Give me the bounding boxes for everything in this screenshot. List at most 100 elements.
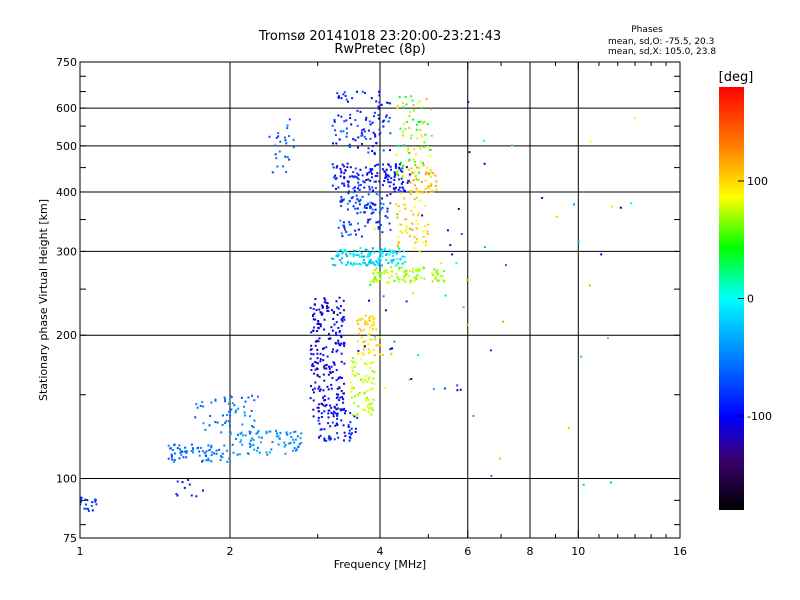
data-point [402, 123, 405, 125]
data-point [426, 123, 429, 126]
data-point [355, 176, 358, 179]
data-point [344, 412, 346, 415]
data-point [363, 391, 366, 394]
data-point [351, 373, 354, 376]
data-point [412, 104, 415, 107]
data-point [338, 331, 341, 334]
data-point [377, 227, 380, 230]
data-point [332, 415, 335, 418]
data-point [336, 417, 339, 420]
data-point [330, 365, 333, 368]
data-point [401, 232, 404, 235]
data-point [333, 406, 336, 409]
data-point [351, 366, 354, 369]
data-point [369, 123, 372, 126]
data-point [400, 223, 403, 226]
data-point [204, 454, 207, 457]
data-point [369, 403, 371, 406]
data-point [384, 176, 387, 179]
data-point [340, 389, 343, 392]
data-point [338, 296, 341, 299]
data-point [378, 271, 381, 274]
x-tick-label: 2 [227, 545, 234, 558]
data-point [225, 420, 228, 423]
data-point [359, 110, 362, 113]
data-point [314, 361, 317, 363]
data-point [391, 261, 393, 264]
data-point [414, 164, 417, 166]
data-point [411, 228, 414, 231]
data-point [373, 317, 376, 320]
data-point [360, 336, 363, 339]
data-point [358, 262, 361, 265]
data-point [342, 392, 345, 395]
data-point [298, 443, 301, 446]
data-point [376, 261, 379, 264]
data-point [337, 96, 340, 99]
data-point [352, 386, 355, 389]
data-point [363, 255, 366, 258]
data-point [229, 432, 232, 435]
data-point [405, 103, 408, 106]
data-point [340, 352, 343, 355]
data-point [397, 235, 400, 238]
data-point [391, 347, 394, 350]
data-point [310, 344, 313, 347]
data-point [381, 353, 384, 356]
data-point [337, 341, 340, 344]
data-point [360, 377, 363, 380]
data-point [336, 412, 339, 415]
data-point [360, 252, 363, 255]
data-point [341, 262, 344, 265]
y-tick-labels: 75 100 200 300 400 500 600 750 [56, 56, 77, 545]
data-point [219, 459, 222, 462]
data-point [374, 335, 376, 338]
data-point [355, 372, 358, 375]
data-point [274, 144, 277, 147]
data-point [325, 363, 328, 366]
data-point [310, 385, 312, 388]
data-point [377, 163, 380, 166]
data-point [286, 127, 289, 130]
data-point [86, 499, 89, 502]
data-point [233, 404, 236, 407]
data-point [357, 405, 360, 408]
data-point [275, 432, 278, 435]
data-point [183, 486, 186, 489]
data-point [363, 259, 365, 262]
data-point [363, 181, 366, 184]
data-point [541, 197, 544, 199]
data-point [386, 271, 389, 274]
data-point [372, 317, 375, 320]
data-point [337, 326, 340, 329]
data-point [368, 188, 371, 191]
data-point [369, 338, 372, 341]
data-point [224, 397, 226, 400]
data-point [412, 118, 414, 121]
data-point [383, 249, 386, 251]
data-point [349, 166, 352, 169]
data-point [394, 203, 397, 206]
data-point [374, 264, 377, 267]
data-point [310, 369, 313, 371]
data-point [353, 365, 356, 368]
data-point [395, 273, 398, 275]
data-point [335, 187, 337, 190]
data-point [248, 430, 251, 433]
data-point [265, 430, 268, 433]
data-point [244, 434, 247, 437]
data-point [348, 429, 351, 432]
data-point [340, 324, 343, 327]
data-point [312, 391, 315, 394]
data-point [379, 278, 382, 281]
data-point [386, 101, 389, 104]
data-point [169, 447, 172, 450]
data-point [412, 179, 415, 182]
data-point [346, 208, 349, 211]
data-point [325, 403, 328, 406]
data-point [405, 121, 408, 123]
data-point [214, 398, 217, 401]
data-point [362, 408, 365, 411]
data-point [331, 309, 333, 312]
data-point [396, 257, 399, 260]
